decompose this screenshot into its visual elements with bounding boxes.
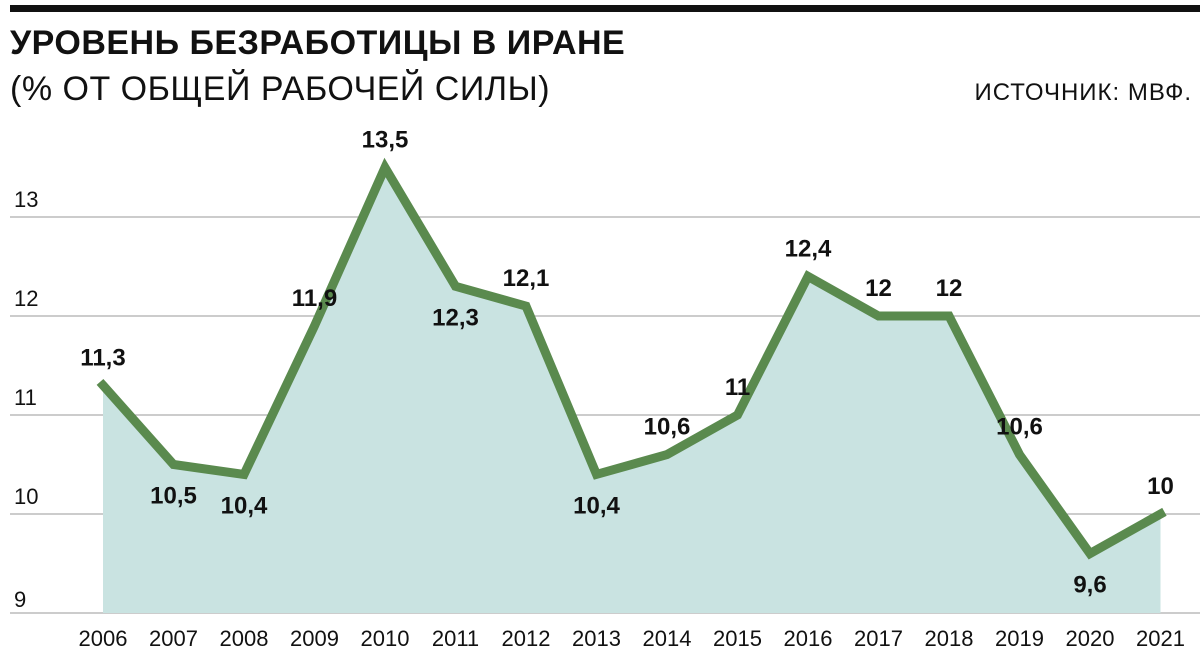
top-rule: [10, 5, 1200, 12]
data-label: 12,4: [785, 235, 832, 262]
x-tick-label: 2006: [79, 626, 128, 651]
x-tick-label: 2016: [784, 626, 833, 651]
x-tick-label: 2007: [149, 626, 198, 651]
data-label: 11: [725, 374, 750, 401]
x-tick-label: 2021: [1136, 626, 1185, 651]
data-label: 10,4: [221, 492, 268, 519]
data-label: 11,9: [292, 285, 337, 312]
data-label: 12,1: [503, 265, 550, 292]
x-axis-ticks: 2006 2007 2008 2009 2010 2011 2012 2013 2014 2015…: [79, 626, 1185, 651]
y-tick-label: 9: [14, 587, 26, 612]
y-tick-label: 10: [14, 484, 38, 509]
x-tick-label: 2009: [290, 626, 339, 651]
data-label: 12: [865, 275, 892, 302]
x-tick-label: 2010: [361, 626, 410, 651]
x-tick-label: 2013: [572, 626, 621, 651]
x-tick-label: 2014: [643, 626, 692, 651]
x-tick-label: 2017: [854, 626, 903, 651]
x-tick-label: 2015: [713, 626, 762, 651]
series-line: [96, 157, 1167, 560]
chart-subtitle: (% ОТ ОБЩЕЙ РАБОЧЕЙ СИЛЫ): [10, 70, 550, 108]
data-label: 10: [1147, 473, 1174, 500]
x-tick-label: 2020: [1066, 626, 1115, 651]
y-tick-label: 13: [14, 187, 38, 212]
data-label: 13,5: [362, 127, 409, 154]
data-label: 10,6: [644, 414, 691, 441]
x-tick-label: 2011: [432, 626, 479, 651]
data-label: 10,5: [150, 483, 197, 510]
data-label: 12: [936, 275, 963, 302]
series-area: [103, 167, 1161, 613]
y-axis-ticks: 9 10 11 12 13: [14, 187, 38, 612]
y-tick-label: 12: [14, 286, 38, 311]
x-tick-label: 2018: [925, 626, 974, 651]
data-labels: 11,3 10,5 10,4 11,9 13,5 12,3 12,1 10,4 10,6 11 12…: [80, 127, 1174, 599]
x-tick-label: 2012: [502, 626, 551, 651]
chart-title: УРОВЕНЬ БЕЗРАБОТИЦЫ В ИРАНЕ: [10, 24, 625, 62]
data-label: 9,6: [1073, 572, 1106, 599]
data-label: 10,4: [573, 492, 620, 519]
data-label: 12,3: [432, 304, 479, 331]
data-label: 11,3: [80, 344, 125, 371]
data-label: 10,6: [996, 414, 1043, 441]
source-note: ИСТОЧНИК: МВФ.: [974, 79, 1192, 106]
x-tick-label: 2019: [995, 626, 1044, 651]
y-tick-label: 11: [14, 385, 37, 410]
x-tick-label: 2008: [220, 626, 269, 651]
